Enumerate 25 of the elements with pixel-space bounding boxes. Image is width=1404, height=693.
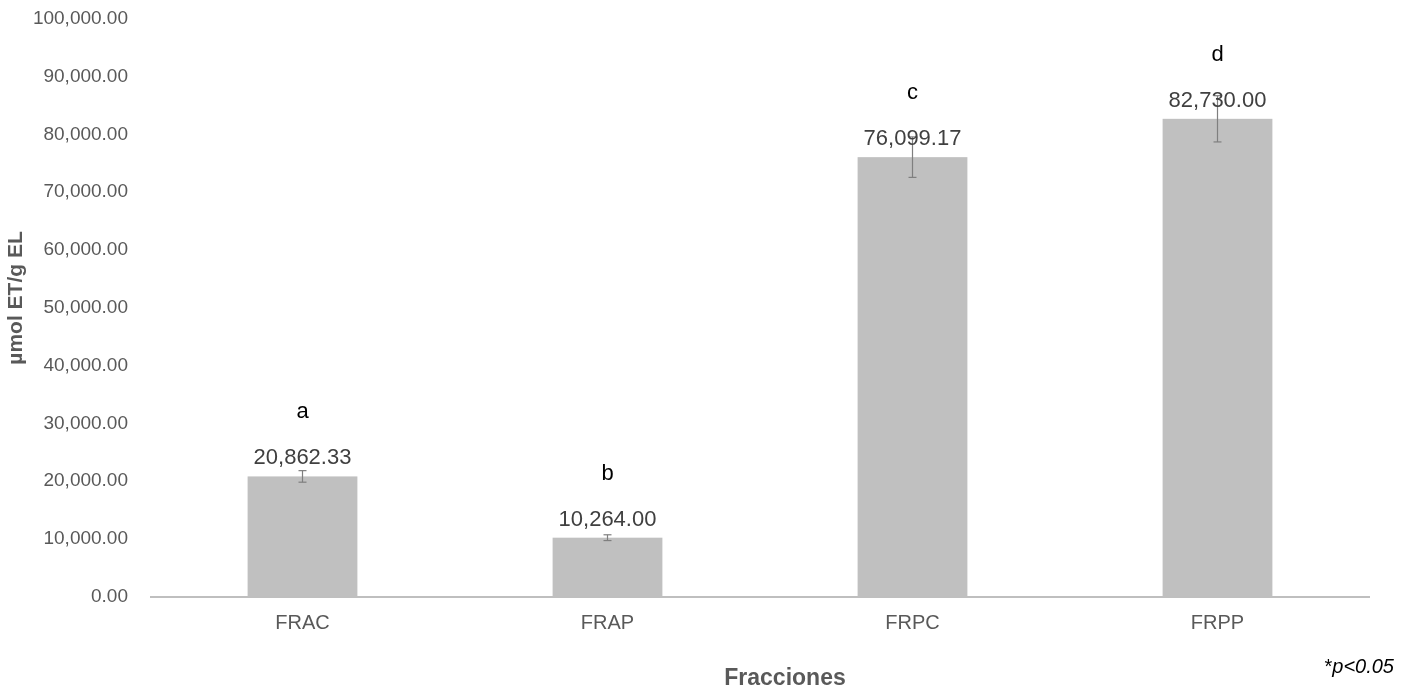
y-tick-label: 70,000.00 [43,180,128,202]
annotation: b [601,459,614,485]
x-tick-label: FRPC [885,611,940,633]
y-tick-label: 10,000.00 [43,527,128,549]
x-tick-label: FRAP [580,611,635,633]
annotation: c [907,79,918,105]
y-tick-label: 60,000.00 [43,238,128,260]
text: *p<0.05 [1324,655,1395,677]
x-tick-label: FRPP [1190,611,1245,633]
y-tick-label: 0.00 [91,585,128,607]
y-tick-label: 80,000.00 [43,122,128,144]
data-label: 10,264.00 [558,505,657,531]
y-tick-label: 50,000.00 [43,296,128,318]
annotation: d [1211,40,1224,66]
y-tick-label: 20,000.00 [43,469,128,491]
data-label: 76,099.17 [863,125,962,151]
y-tick-label: 90,000.00 [43,64,128,86]
y-tick-label: 30,000.00 [43,411,128,433]
x-tick-label: FRAC [275,611,330,633]
x-axis-title: Fracciones [724,664,846,690]
y-tick-label: 100,000.00 [32,7,128,29]
data-label: 20,862.33 [253,444,352,470]
y-tick-label: 40,000.00 [43,353,128,375]
annotation: a [296,398,310,424]
y-axis-title: µmol ET/g EL [3,231,26,365]
